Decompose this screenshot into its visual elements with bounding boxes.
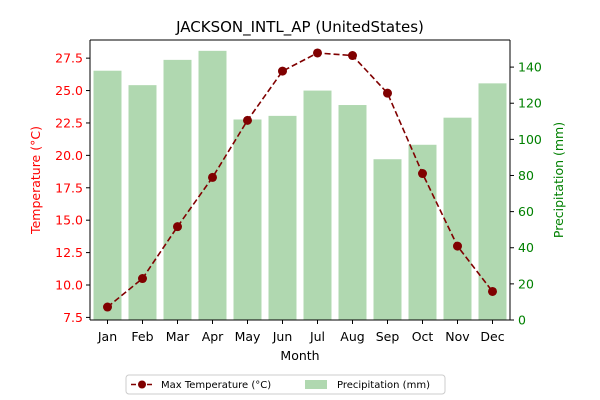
x-axis-label: Month <box>280 348 319 363</box>
precipitation-bar-jan <box>93 70 122 320</box>
right-tick-label: 60 <box>518 204 534 219</box>
left-tick-label: 20.0 <box>55 148 83 163</box>
x-tick-label: Aug <box>340 329 364 344</box>
temperature-point-may <box>243 115 252 125</box>
temperature-point-jul <box>313 48 322 58</box>
x-tick-label: Oct <box>412 329 434 344</box>
temperature-point-jun <box>278 66 287 76</box>
left-tick-label: 25.0 <box>55 83 83 98</box>
legend-bar-swatch <box>305 380 327 389</box>
precipitation-bar-nov <box>443 117 472 320</box>
axes <box>89 39 511 321</box>
precipitation-bar-jun <box>268 115 297 320</box>
left-tick-label: 15.0 <box>55 213 83 228</box>
x-tick-label: Sep <box>376 329 400 344</box>
legend: Max Temperature (°C) Precipitation (mm) <box>125 374 446 395</box>
right-axis-ticks: 0 20 40 60 80 100 120 140 <box>510 60 542 328</box>
right-tick-label: 20 <box>518 276 534 291</box>
right-tick-label: 0 <box>518 313 526 328</box>
precipitation-bar-apr <box>198 50 227 320</box>
x-tick-label: Dec <box>480 329 504 344</box>
right-tick-label: 100 <box>518 132 542 147</box>
left-axis-label: Temperature (°C) <box>28 126 43 235</box>
precipitation-bars <box>93 50 507 321</box>
right-tick-label: 80 <box>518 168 534 183</box>
temperature-point-sep <box>383 88 392 98</box>
right-tick-label: 40 <box>518 240 534 255</box>
left-tick-label: 17.5 <box>55 180 83 195</box>
x-tick-label: Feb <box>131 329 153 344</box>
right-tick-label: 140 <box>518 60 542 75</box>
temperature-point-oct <box>418 169 427 179</box>
legend-label-temperature: Max Temperature (°C) <box>161 380 271 391</box>
x-tick-label: Jun <box>272 329 293 344</box>
chart-title: JACKSON_INTL_AP (UnitedStates) <box>175 18 424 37</box>
left-tick-label: 7.5 <box>63 310 83 325</box>
right-tick-label: 120 <box>518 96 542 111</box>
legend-marker-swatch <box>138 380 146 389</box>
x-tick-label: May <box>235 329 261 344</box>
temperature-point-aug <box>348 51 357 61</box>
precipitation-bar-dec <box>478 83 507 321</box>
temperature-line <box>103 48 497 312</box>
temperature-point-dec <box>488 286 497 296</box>
left-tick-label: 12.5 <box>55 245 83 260</box>
x-tick-label: Mar <box>166 329 190 344</box>
precipitation-bar-mar <box>163 59 192 320</box>
legend-frame <box>125 374 446 395</box>
precipitation-bar-jul <box>303 90 332 320</box>
left-tick-label: 27.5 <box>55 51 83 66</box>
temperature-line-path <box>106 52 494 308</box>
temperature-point-mar <box>173 222 182 232</box>
x-tick-label: Nov <box>445 329 470 344</box>
temperature-point-feb <box>138 274 147 284</box>
temperature-point-nov <box>453 241 462 251</box>
x-tick-label: Jan <box>97 329 117 344</box>
x-tick-label: Jul <box>309 329 325 344</box>
x-axis-ticks: Jan Feb Mar Apr May Jun Jul Aug Sep Oct Nov Dec <box>97 320 505 344</box>
left-tick-label: 10.0 <box>55 278 83 293</box>
right-axis-label: Precipitation (mm) <box>551 122 566 238</box>
temperature-point-apr <box>208 172 217 182</box>
precipitation-bar-may <box>233 119 262 320</box>
legend-label-precipitation: Precipitation (mm) <box>337 380 430 391</box>
precipitation-bar-sep <box>373 159 402 320</box>
left-axis-ticks: 7.5 10.0 12.5 15.0 17.5 20.0 22.5 25.0 27.5 <box>55 51 90 325</box>
precipitation-bar-aug <box>338 105 367 320</box>
precipitation-bar-feb <box>128 85 157 321</box>
x-tick-label: Apr <box>202 329 224 344</box>
left-tick-label: 22.5 <box>55 115 83 130</box>
temperature-point-jan <box>103 302 112 312</box>
